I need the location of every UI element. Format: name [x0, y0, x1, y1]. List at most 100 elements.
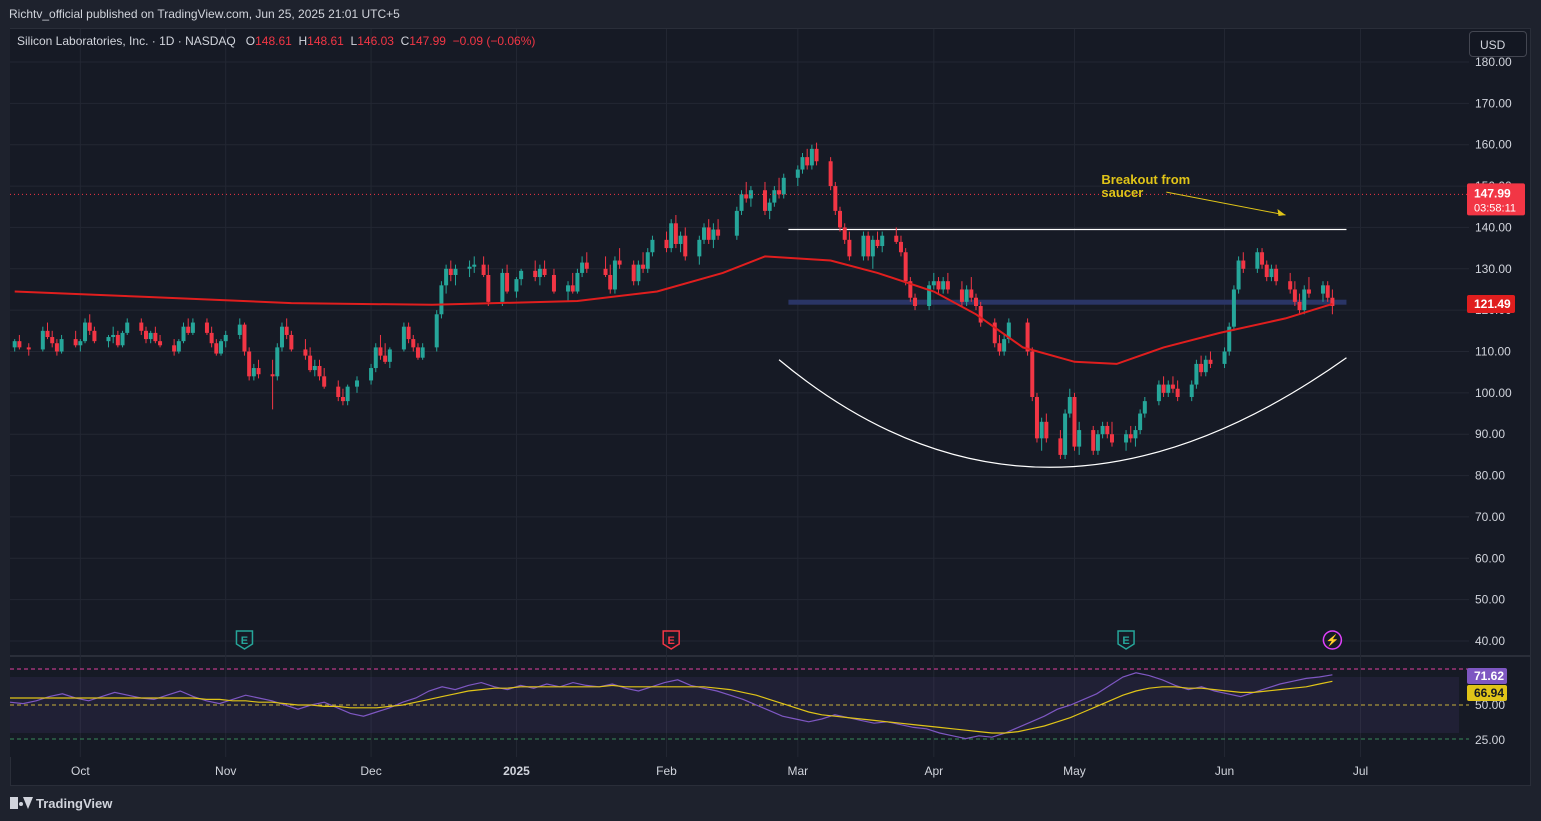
candle-body	[500, 272, 505, 302]
candle-body	[1236, 260, 1241, 290]
candle-body	[1039, 421, 1044, 439]
candle-body	[1269, 268, 1274, 278]
x-tick-label: Mar	[787, 764, 808, 778]
open-label: O	[245, 34, 256, 48]
candle-body	[355, 380, 360, 387]
x-tick-label: Feb	[656, 764, 677, 778]
candle-body	[913, 297, 918, 307]
candle-body	[148, 332, 153, 340]
candle-body	[172, 345, 177, 352]
candle-body	[237, 324, 242, 335]
candle-body	[842, 227, 847, 240]
event-bolt-label: ⚡	[1326, 634, 1340, 647]
candle-body	[223, 334, 228, 342]
footer-brand: TradingView	[36, 795, 113, 811]
currency-button[interactable]: USD	[1469, 31, 1527, 57]
candle-body	[153, 332, 158, 342]
x-tick-label: May	[1063, 764, 1086, 778]
candle-body	[411, 339, 416, 348]
candle-body	[1077, 430, 1082, 447]
candle-body	[959, 289, 964, 302]
candle-body	[1166, 384, 1171, 393]
candle-body	[608, 274, 613, 290]
candle-body	[645, 252, 650, 269]
candle-body	[945, 281, 950, 290]
candle-body	[781, 177, 786, 195]
earnings-label: E	[668, 635, 675, 647]
candle-body	[566, 285, 571, 292]
candle-body	[584, 262, 589, 269]
candle-body	[209, 332, 214, 344]
candle-body	[322, 376, 327, 387]
candle-body	[533, 270, 538, 278]
candle-body	[828, 161, 833, 187]
candle-body	[303, 349, 308, 356]
candle-body	[551, 274, 556, 292]
rsi-pane	[10, 657, 1469, 757]
published-text: Richtv_official published on TradingView…	[9, 7, 400, 21]
y-tick-label: 70.00	[1475, 510, 1505, 524]
y-tick-label: 100.00	[1475, 386, 1512, 400]
y-tick-label: 40.00	[1475, 634, 1505, 648]
candle-body	[1325, 285, 1330, 298]
candle-body	[777, 190, 782, 195]
candle-body	[772, 190, 777, 203]
y-tick-label: 50.00	[1475, 593, 1505, 607]
low-value: 146.03	[357, 34, 394, 48]
candle-body	[612, 260, 617, 290]
candle-body	[486, 274, 491, 302]
candle-body	[519, 270, 524, 280]
y-tick-label: 140.00	[1475, 220, 1512, 234]
price-axis	[1469, 29, 1530, 785]
candle-body	[1292, 289, 1297, 302]
candle-body	[678, 235, 683, 244]
candle-body	[1063, 413, 1068, 455]
candle-body	[1100, 425, 1105, 435]
candle-body	[795, 169, 800, 178]
candle-body	[1067, 396, 1072, 414]
candle-body	[204, 322, 209, 333]
earnings-label: E	[1122, 635, 1129, 647]
x-tick-label: Oct	[71, 764, 90, 778]
candle-body	[176, 341, 181, 352]
open-value: 148.61	[255, 34, 292, 48]
candle-body	[537, 268, 542, 278]
candle-body	[242, 324, 247, 352]
candle-body	[378, 347, 383, 356]
candle-body	[636, 264, 641, 282]
candle-body	[941, 281, 946, 290]
earnings-icon	[235, 630, 254, 650]
y-tick-label: 130.00	[1475, 262, 1512, 276]
ma-badge	[1467, 294, 1515, 313]
candle-body	[1138, 413, 1143, 431]
candle-body	[125, 322, 130, 333]
candle-body	[186, 326, 191, 333]
candle-body	[279, 326, 284, 348]
candle-body	[275, 347, 280, 377]
candle-body	[12, 341, 17, 348]
candle-body	[894, 235, 899, 242]
candle-body	[880, 235, 885, 247]
candle-body	[448, 268, 453, 275]
candle-body	[181, 326, 186, 342]
earnings-label: E	[241, 635, 248, 647]
earnings-icon	[662, 630, 680, 650]
candle-body	[931, 281, 936, 286]
last-price-label: 147.99	[1474, 186, 1511, 200]
candle-body	[317, 365, 322, 377]
y-tick-label: 180.00	[1475, 55, 1512, 69]
candle-body	[1128, 434, 1133, 439]
y-tick-label: 170.00	[1475, 96, 1512, 110]
candle-body	[289, 334, 294, 350]
candle-body	[106, 337, 111, 342]
rsi-ma-value-badge	[1467, 685, 1507, 701]
low-label: L	[350, 34, 358, 48]
candle-body	[139, 322, 144, 331]
high-value: 148.61	[307, 34, 344, 48]
candle-body	[903, 252, 908, 282]
candle-body	[1231, 289, 1236, 327]
candle-body	[1306, 289, 1311, 294]
candle-body	[1227, 326, 1232, 352]
change-value: −0.09 (−0.06%)	[452, 34, 536, 48]
